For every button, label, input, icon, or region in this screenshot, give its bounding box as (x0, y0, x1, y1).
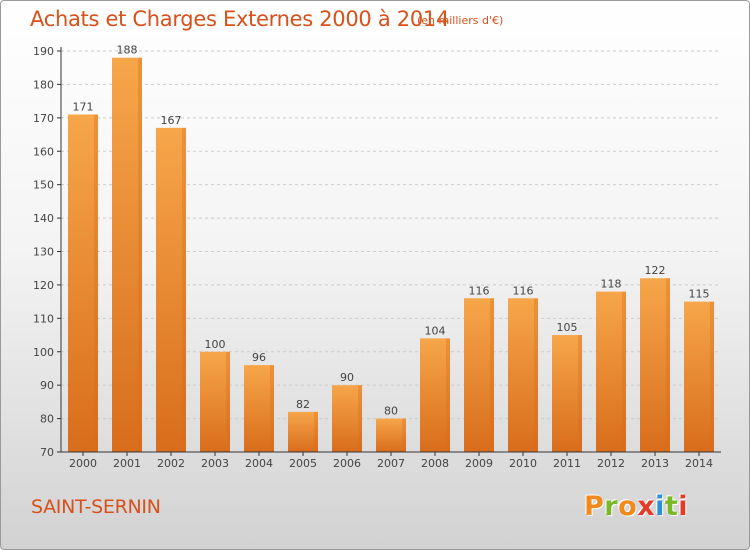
y-tick-label: 80 (40, 413, 54, 426)
data-label: 116 (513, 284, 534, 297)
x-tick-label: 2004 (245, 457, 273, 470)
logo-letter: x (637, 491, 656, 522)
logo-letter: o (618, 491, 638, 522)
y-tick-label: 140 (33, 212, 54, 225)
data-label: 188 (117, 44, 138, 57)
x-tick-label: 2005 (289, 457, 317, 470)
bars (68, 57, 714, 452)
bar-shade (710, 301, 714, 452)
data-label: 105 (557, 321, 578, 334)
x-tick-label: 2002 (157, 457, 185, 470)
y-tick-label: 100 (33, 346, 54, 359)
bar (376, 418, 406, 452)
bar (420, 338, 450, 452)
bar (332, 385, 362, 452)
chart-title: Achats et Charges Externes 2000 à 2014 (30, 7, 450, 31)
bar-shade (182, 127, 186, 452)
commune-name: SAINT-SERNIN (31, 496, 161, 518)
data-label: 118 (601, 278, 622, 291)
bar-shade (314, 411, 318, 452)
bar (464, 298, 494, 452)
x-tick-label: 2006 (333, 457, 361, 470)
data-label: 100 (205, 338, 226, 351)
x-tick-label: 2009 (465, 457, 493, 470)
chart-subtitle: (en milliers d'€) (417, 14, 504, 27)
bar (596, 291, 626, 452)
data-label: 122 (645, 264, 666, 277)
data-label: 80 (384, 405, 398, 418)
bar-shade (622, 291, 626, 452)
axes (57, 47, 721, 456)
x-tick-label: 2010 (509, 457, 537, 470)
y-tick-label: 120 (33, 279, 54, 292)
data-label: 104 (425, 324, 446, 337)
y-tick-label: 150 (33, 179, 54, 192)
logo-letter: r (604, 491, 619, 522)
logo-letter: t (664, 491, 679, 522)
bar (288, 411, 318, 452)
logo-letter: P (584, 491, 605, 522)
bar-shade (94, 114, 98, 452)
x-tick-label: 2000 (69, 457, 97, 470)
x-tick-label: 2012 (597, 457, 625, 470)
y-tick-label: 130 (33, 246, 54, 259)
logo-letter: i (655, 491, 665, 522)
bar (508, 298, 538, 452)
data-label: 96 (252, 351, 266, 364)
data-label: 115 (689, 288, 710, 301)
y-tick-label: 110 (33, 312, 54, 325)
bar-shade (358, 385, 362, 452)
y-tick-label: 70 (40, 446, 54, 459)
bar-shade (226, 351, 230, 452)
bar (244, 365, 274, 452)
data-label: 116 (469, 284, 490, 297)
x-tick-label: 2014 (685, 457, 713, 470)
y-tick-label: 90 (40, 379, 54, 392)
bar-shade (490, 298, 494, 452)
bar (200, 351, 230, 452)
bar (112, 57, 142, 452)
data-label: 171 (73, 100, 94, 113)
bar (684, 301, 714, 452)
bar (156, 127, 186, 452)
x-tick-label: 2003 (201, 457, 229, 470)
proxiti-logo: Proxiti (584, 491, 688, 522)
bar-shade (138, 57, 142, 452)
y-tick-label: 190 (33, 45, 54, 58)
data-label: 82 (296, 398, 310, 411)
bar-shade (270, 365, 274, 452)
data-label: 167 (161, 114, 182, 127)
x-tick-label: 2011 (553, 457, 581, 470)
x-tick-label: 2013 (641, 457, 669, 470)
bar (552, 335, 582, 452)
data-label: 90 (340, 371, 354, 384)
y-tick-label: 170 (33, 112, 54, 125)
y-tick-label: 160 (33, 145, 54, 158)
bar (640, 278, 670, 452)
bar-shade (534, 298, 538, 452)
x-tick-label: 2001 (113, 457, 141, 470)
labels: 70 80 90 100 110 120 130 140 150 160 170 180 190 171 2… (33, 44, 713, 470)
bar-shade (446, 338, 450, 452)
bar-shade (666, 278, 670, 452)
bar-shade (402, 418, 406, 452)
x-tick-label: 2007 (377, 457, 405, 470)
x-tick-label: 2008 (421, 457, 449, 470)
logo-letter: i (678, 491, 689, 522)
bar-shade (578, 335, 582, 452)
y-tick-label: 180 (33, 78, 54, 91)
bar (68, 114, 98, 452)
